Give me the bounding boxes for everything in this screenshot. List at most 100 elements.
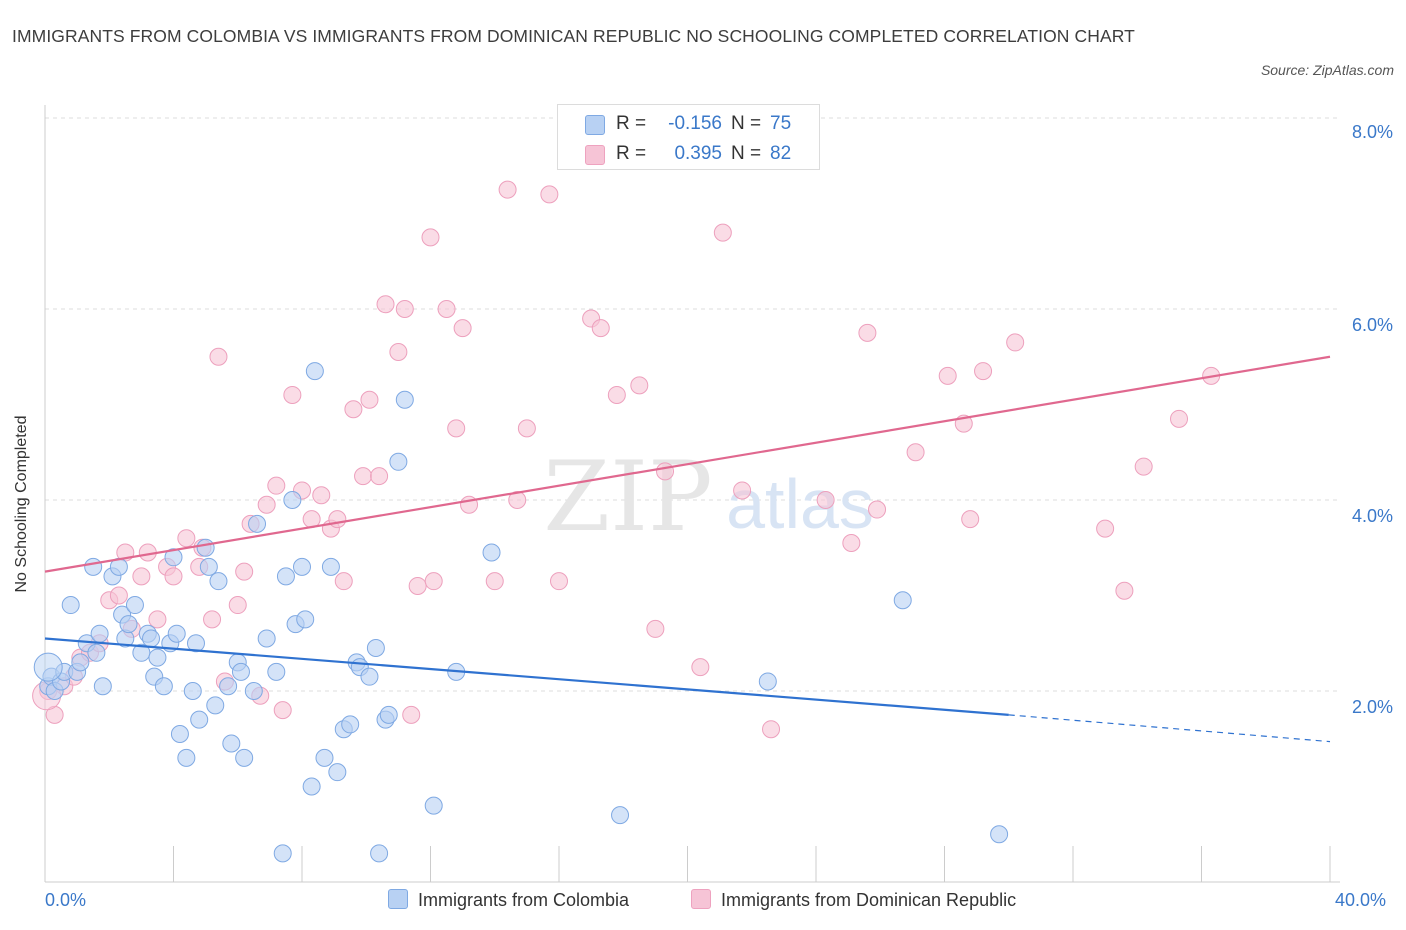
data-point-dominican bbox=[360, 390, 379, 409]
data-point-dominican bbox=[1134, 457, 1153, 476]
pink-swatch bbox=[691, 889, 711, 909]
data-point-colombia bbox=[196, 538, 215, 557]
y-axis-label: No Schooling Completed bbox=[13, 415, 30, 593]
y-tick-4: 4.0% bbox=[1351, 506, 1393, 526]
data-point-colombia bbox=[190, 710, 209, 729]
legend-colombia: Immigrants from Colombia bbox=[388, 889, 629, 911]
data-point-colombia bbox=[154, 677, 173, 696]
data-point-colombia bbox=[183, 682, 202, 700]
data-point-colombia bbox=[370, 844, 389, 863]
data-point-colombia bbox=[276, 567, 295, 586]
dominican-trend-line bbox=[44, 355, 1331, 573]
data-point-colombia bbox=[119, 615, 138, 634]
data-point-dominican bbox=[447, 419, 466, 438]
data-point-dominican bbox=[437, 300, 456, 318]
data-point-dominican bbox=[733, 481, 752, 500]
data-point-dominican bbox=[354, 467, 373, 486]
data-point-dominican bbox=[109, 586, 128, 605]
data-point-dominican bbox=[177, 529, 196, 548]
data-point-colombia bbox=[93, 677, 112, 696]
data-point-colombia bbox=[296, 610, 315, 629]
data-point-colombia bbox=[283, 491, 302, 509]
data-point-dominican bbox=[974, 362, 993, 381]
data-point-colombia bbox=[125, 596, 144, 615]
data-point-dominican bbox=[376, 295, 395, 314]
data-point-colombia bbox=[186, 634, 205, 653]
data-point-dominican bbox=[132, 567, 151, 586]
data-point-dominican bbox=[1170, 409, 1189, 428]
data-point-dominican bbox=[164, 567, 183, 586]
data-point-dominican bbox=[1006, 333, 1025, 352]
data-point-colombia bbox=[424, 796, 443, 815]
data-point-colombia bbox=[990, 825, 1009, 844]
data-point-colombia bbox=[177, 748, 196, 767]
data-point-colombia bbox=[315, 748, 334, 767]
data-point-colombia bbox=[611, 806, 630, 825]
data-point-dominican bbox=[540, 185, 559, 204]
data-point-dominican bbox=[402, 705, 421, 724]
data-point-colombia bbox=[90, 624, 109, 643]
data-point-dominican bbox=[235, 562, 254, 581]
watermark: ZIP atlas bbox=[543, 441, 874, 553]
data-point-dominican bbox=[517, 419, 536, 438]
data-point-colombia bbox=[164, 548, 183, 567]
data-point-dominican bbox=[906, 443, 925, 462]
data-point-dominican bbox=[389, 342, 408, 361]
r-label: R = bbox=[616, 143, 647, 164]
axes bbox=[44, 105, 1340, 883]
y-tick-8: 8.0% bbox=[1351, 122, 1393, 142]
n-label: N = bbox=[731, 143, 762, 164]
data-point-colombia bbox=[61, 596, 80, 615]
data-point-colombia bbox=[360, 667, 379, 686]
n-value: 82 bbox=[770, 143, 792, 164]
colombia-trend-extension bbox=[1008, 714, 1331, 743]
data-point-dominican bbox=[607, 385, 626, 404]
data-point-dominican bbox=[713, 223, 732, 242]
data-point-colombia bbox=[206, 696, 225, 715]
data-point-colombia bbox=[395, 390, 414, 409]
n-label: N = bbox=[731, 113, 762, 134]
data-point-dominican bbox=[630, 376, 649, 395]
x-tick-min: 0.0% bbox=[45, 890, 87, 910]
data-point-dominican bbox=[762, 720, 781, 739]
trend-lines bbox=[44, 355, 1331, 743]
colombia-points bbox=[33, 362, 1009, 863]
data-point-dominican bbox=[1096, 519, 1115, 538]
data-point-colombia bbox=[170, 724, 189, 743]
data-point-dominican bbox=[267, 476, 286, 495]
r-value: 0.395 bbox=[674, 143, 722, 164]
data-point-colombia bbox=[273, 844, 292, 863]
data-point-dominican bbox=[334, 572, 353, 591]
data-point-dominican bbox=[508, 491, 527, 509]
data-point-dominican bbox=[938, 366, 957, 385]
data-point-colombia bbox=[33, 652, 63, 682]
data-point-dominican bbox=[868, 500, 887, 519]
data-point-colombia bbox=[248, 514, 267, 533]
data-point-dominican bbox=[1115, 581, 1134, 600]
data-point-colombia bbox=[341, 715, 360, 734]
r-label: R = bbox=[616, 113, 647, 134]
data-point-colombia bbox=[222, 734, 241, 753]
data-point-colombia bbox=[209, 572, 228, 591]
data-point-colombia bbox=[148, 648, 167, 667]
y-tick-6: 6.0% bbox=[1351, 315, 1393, 335]
data-point-colombia bbox=[328, 763, 347, 782]
data-point-dominican bbox=[858, 323, 877, 342]
data-point-dominican bbox=[656, 462, 675, 481]
pink-swatch bbox=[585, 145, 605, 165]
colombia-trend-line bbox=[44, 637, 1009, 716]
legend-dominican-label: Immigrants from Dominican Republic bbox=[721, 890, 1017, 910]
data-point-dominican bbox=[550, 572, 568, 591]
data-point-colombia bbox=[305, 362, 324, 381]
data-point-colombia bbox=[293, 557, 311, 576]
data-point-colombia bbox=[257, 629, 276, 648]
data-point-colombia bbox=[366, 639, 385, 658]
data-point-dominican bbox=[328, 510, 347, 529]
data-point-colombia bbox=[87, 643, 106, 662]
data-point-dominican bbox=[646, 619, 665, 638]
legend-colombia-label: Immigrants from Colombia bbox=[418, 890, 630, 910]
data-point-colombia bbox=[302, 777, 321, 796]
data-point-dominican bbox=[228, 596, 247, 615]
data-point-dominican bbox=[203, 610, 222, 629]
